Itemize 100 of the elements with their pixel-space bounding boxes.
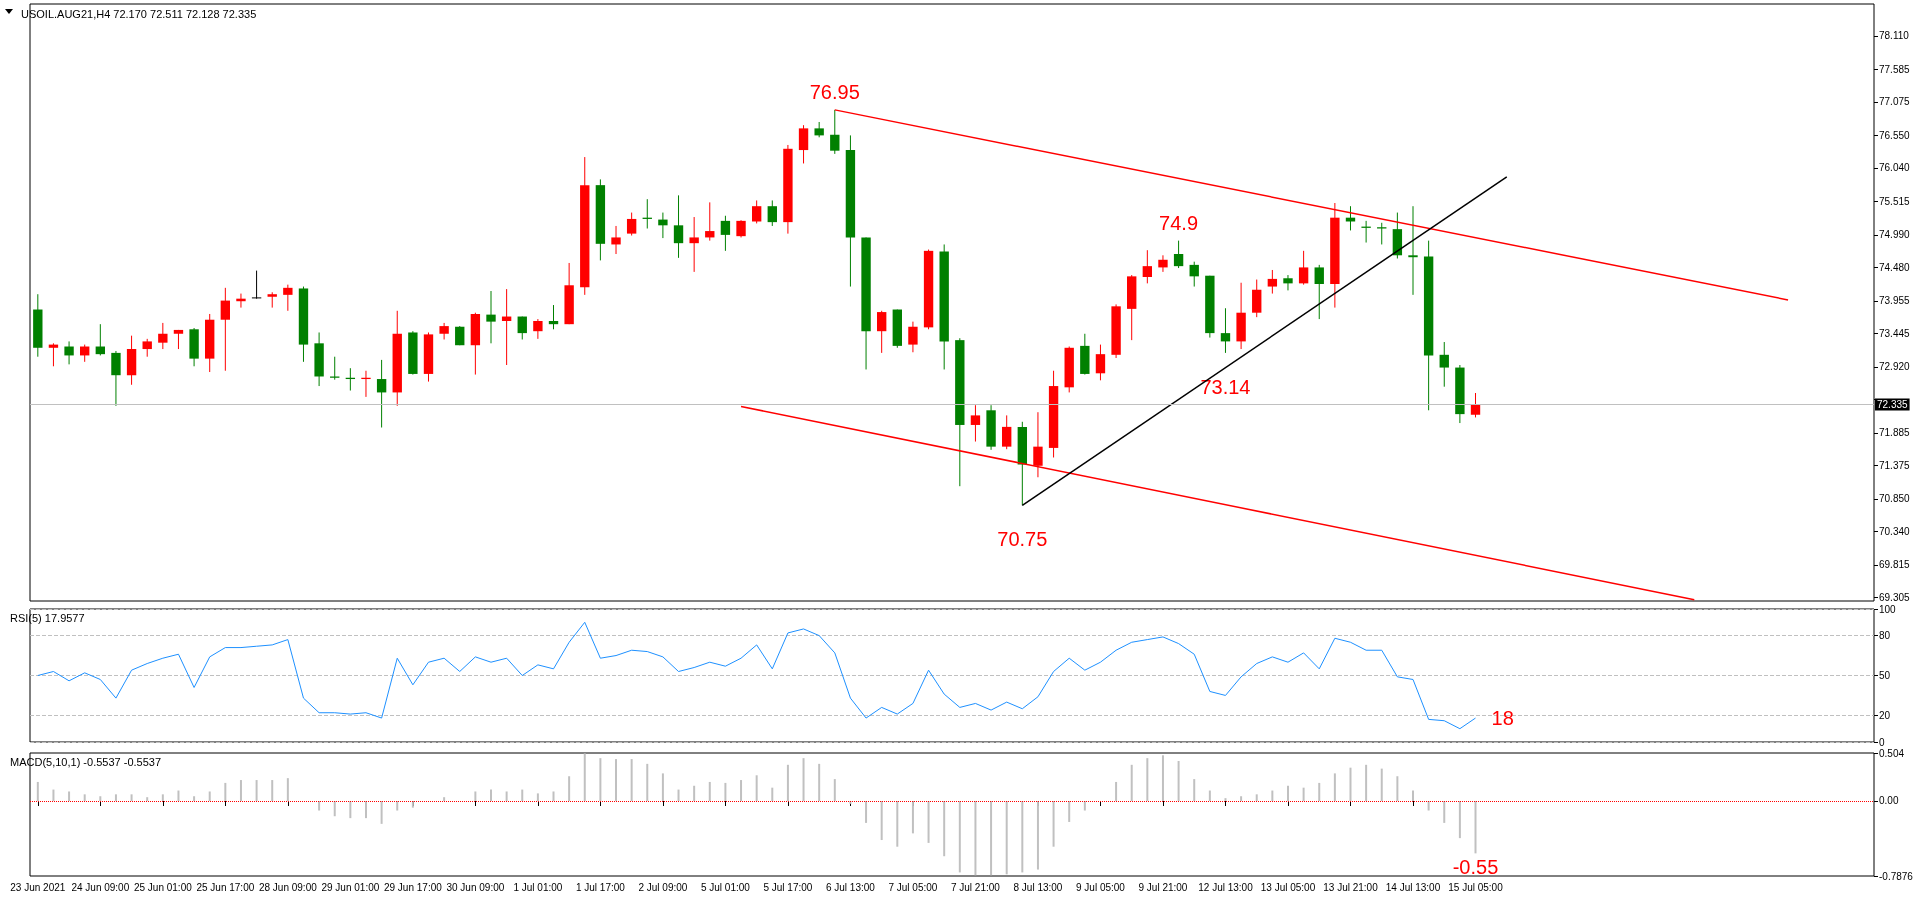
- x-tick-label: 1 Jul 17:00: [575, 881, 626, 893]
- bar: [802, 758, 805, 801]
- candlestick: [220, 287, 231, 372]
- bar: [239, 780, 242, 801]
- candlestick: [1158, 254, 1168, 273]
- y-tick-label: -0.7876: [1879, 870, 1914, 882]
- bar: [364, 801, 367, 819]
- y-tick-label: 77.075: [1879, 96, 1911, 108]
- y-tick-label: 69.815: [1879, 559, 1911, 571]
- candlestick: [548, 304, 559, 330]
- bar: [52, 789, 55, 801]
- candlestick: [1095, 344, 1106, 381]
- x-tick-label: 28 Jun 09:00: [258, 881, 318, 893]
- candlestick: [439, 322, 449, 340]
- bar: [786, 764, 789, 801]
- candlestick: [283, 284, 293, 312]
- bar: [1349, 767, 1352, 801]
- candlestick: [1470, 392, 1481, 418]
- bar: [583, 753, 586, 801]
- x-tick-label: 9 Jul 05:00: [1075, 881, 1126, 893]
- bar: [880, 801, 883, 841]
- bar: [1302, 787, 1305, 801]
- candlestick: [251, 270, 262, 300]
- bar: [130, 794, 133, 801]
- text: 70.75: [997, 528, 1048, 551]
- x-tick-label: 25 Jun 01:00: [133, 881, 193, 893]
- bar: [1318, 782, 1321, 801]
- x-tick-label: 9 Jul 21:00: [1138, 881, 1188, 893]
- y-tick-label: 78.110: [1879, 30, 1910, 42]
- candlestick: [751, 199, 762, 224]
- bar: [68, 791, 71, 801]
- y-tick-label: 71.885: [1879, 427, 1911, 439]
- candlestick: [626, 212, 637, 237]
- bar: [83, 794, 86, 801]
- bar: [943, 801, 946, 857]
- x-tick-label: 14 Jul 13:00: [1385, 881, 1441, 893]
- bar: [286, 778, 289, 801]
- candlestick: [1220, 307, 1231, 354]
- bar: [1068, 801, 1071, 822]
- bar: [677, 789, 680, 801]
- bar: [1193, 779, 1196, 801]
- x-tick-label: 15 Jul 05:00: [1448, 881, 1504, 893]
- bar: [1443, 801, 1446, 823]
- y-tick-label: 77.585: [1879, 63, 1911, 75]
- bar: [271, 780, 274, 801]
- y-tick-label: 74.480: [1879, 261, 1911, 273]
- bar: [208, 791, 211, 801]
- candlestick: [1439, 341, 1449, 388]
- candlestick: [1173, 240, 1184, 269]
- y-tick-label: 50: [1879, 670, 1891, 681]
- bar: [1255, 794, 1258, 801]
- bar: [1458, 801, 1461, 839]
- bar: [1427, 801, 1430, 811]
- bar: [443, 797, 446, 801]
- x-tick-label: 8 Jul 13:00: [1013, 881, 1063, 893]
- y-tick-label: 0.504: [1879, 747, 1905, 759]
- candlestick: [658, 212, 668, 239]
- bar: [958, 801, 961, 873]
- candlestick: [1033, 411, 1043, 478]
- y-tick-label: 71.375: [1879, 459, 1911, 471]
- candlestick: [376, 359, 387, 429]
- candlestick: [533, 318, 543, 340]
- bar: [708, 781, 711, 801]
- y-tick-label: 76.550: [1879, 129, 1911, 141]
- x-tick-label: 7 Jul 05:00: [888, 881, 938, 893]
- candlestick: [1002, 414, 1012, 450]
- x-tick-label: 2 Jul 09:00: [638, 881, 688, 893]
- bar: [114, 794, 117, 801]
- candlestick: [673, 194, 684, 259]
- x-tick-label: 13 Jul 21:00: [1323, 881, 1379, 893]
- y-tick-label: 0: [1879, 736, 1885, 748]
- bar: [380, 801, 383, 824]
- x-tick-label: 12 Jul 13:00: [1198, 881, 1254, 893]
- candlestick: [689, 216, 699, 273]
- bar: [1161, 755, 1164, 801]
- candlestick: [48, 342, 59, 367]
- bar: [896, 801, 899, 847]
- bar: [1177, 761, 1180, 801]
- bar: [1365, 764, 1368, 801]
- bar: [193, 796, 196, 801]
- y-tick-label: 73.955: [1879, 295, 1911, 307]
- candlestick: [158, 322, 168, 350]
- data-label: -0.55: [1452, 856, 1499, 879]
- bar: [990, 801, 993, 876]
- bar: [1021, 801, 1024, 873]
- y-tick-label: 72.920: [1879, 361, 1911, 373]
- bar: [1412, 790, 1414, 801]
- bar: [396, 801, 399, 811]
- data-label: 18: [1491, 707, 1514, 730]
- y-tick-label: 75.515: [1879, 195, 1911, 207]
- bar: [693, 785, 696, 801]
- y-tick-label: 70.850: [1879, 493, 1911, 505]
- y-tick-label: 20: [1879, 709, 1891, 721]
- bar: [755, 775, 758, 801]
- candlestick: [1314, 264, 1324, 320]
- bar: [630, 759, 633, 801]
- y-tick-label: 73.445: [1879, 327, 1911, 339]
- bar: [536, 793, 539, 801]
- candlestick: [486, 290, 496, 344]
- candlestick: [970, 404, 981, 443]
